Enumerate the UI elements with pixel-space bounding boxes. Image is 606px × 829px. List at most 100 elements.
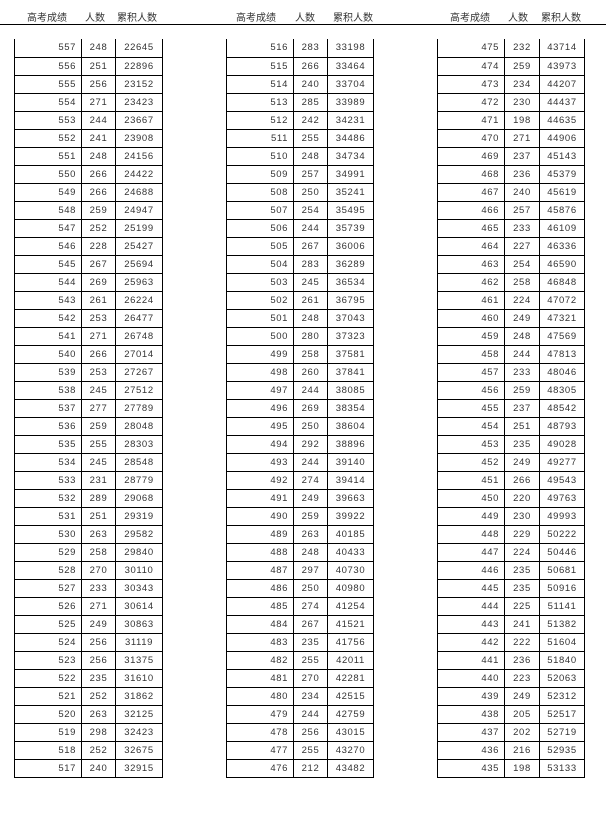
table-row: 474 259 43973 xyxy=(437,56,585,76)
cumulative-cell: 31862 xyxy=(115,686,163,706)
score-cell: 493 xyxy=(226,452,294,472)
cumulative-cell: 48793 xyxy=(539,416,585,436)
score-cell: 510 xyxy=(226,146,294,166)
score-cell: 461 xyxy=(437,290,505,310)
score-cell: 533 xyxy=(14,470,82,490)
cumulative-cell: 29840 xyxy=(115,542,163,562)
table-row: 442 222 51604 xyxy=(437,632,585,652)
score-cell: 437 xyxy=(437,722,505,742)
table-row: 462 258 46848 xyxy=(437,272,585,292)
count-cell: 244 xyxy=(293,452,328,472)
count-cell: 232 xyxy=(504,39,540,58)
score-cell: 546 xyxy=(14,236,82,256)
count-cell: 261 xyxy=(81,290,116,310)
score-cell: 435 xyxy=(437,758,505,778)
score-cell: 469 xyxy=(437,146,505,166)
table-row: 440 223 52063 xyxy=(437,668,585,688)
table-row: 466 257 45876 xyxy=(437,200,585,220)
cumulative-cell: 48542 xyxy=(539,398,585,418)
cumulative-cell: 23423 xyxy=(115,92,163,112)
table-row: 478 256 43015 xyxy=(226,722,374,742)
cumulative-cell: 34486 xyxy=(327,128,374,148)
count-cell: 263 xyxy=(81,524,116,544)
cumulative-cell: 50222 xyxy=(539,524,585,544)
cumulative-cell: 41254 xyxy=(327,596,374,616)
header-count: 人数 xyxy=(508,13,528,24)
score-cell: 555 xyxy=(14,74,82,94)
score-cell: 486 xyxy=(226,578,294,598)
count-cell: 253 xyxy=(81,308,116,328)
table-row: 458 244 47813 xyxy=(437,344,585,364)
score-cell: 470 xyxy=(437,128,505,148)
table-row: 459 248 47569 xyxy=(437,326,585,346)
count-cell: 235 xyxy=(504,578,540,598)
cumulative-cell: 22645 xyxy=(115,39,163,58)
cumulative-cell: 28303 xyxy=(115,434,163,454)
count-cell: 244 xyxy=(81,110,116,130)
table-row: 523 256 31375 xyxy=(14,650,163,670)
count-cell: 259 xyxy=(504,380,540,400)
score-cell: 440 xyxy=(437,668,505,688)
count-cell: 259 xyxy=(81,200,116,220)
cumulative-cell: 47569 xyxy=(539,326,585,346)
cumulative-cell: 38896 xyxy=(327,434,374,454)
table-row: 448 229 50222 xyxy=(437,524,585,544)
table-row: 489 263 40185 xyxy=(226,524,374,544)
count-cell: 261 xyxy=(293,290,328,310)
score-cell: 497 xyxy=(226,380,294,400)
cumulative-cell: 25963 xyxy=(115,272,163,292)
table-row: 435 198 53133 xyxy=(437,758,585,778)
score-cell: 504 xyxy=(226,254,294,274)
score-cell: 479 xyxy=(226,704,294,724)
count-cell: 216 xyxy=(504,740,540,760)
table-row: 469 237 45143 xyxy=(437,146,585,166)
cumulative-cell: 46590 xyxy=(539,254,585,274)
score-cell: 528 xyxy=(14,560,82,580)
score-cell: 496 xyxy=(226,398,294,418)
count-cell: 298 xyxy=(81,722,116,742)
cumulative-cell: 35241 xyxy=(327,182,374,202)
count-cell: 235 xyxy=(504,560,540,580)
score-cell: 508 xyxy=(226,182,294,202)
table-row: 482 255 42011 xyxy=(226,650,374,670)
table-row: 492 274 39414 xyxy=(226,470,374,490)
table-row: 504 283 36289 xyxy=(226,254,374,274)
count-cell: 234 xyxy=(293,686,328,706)
count-cell: 289 xyxy=(81,488,116,508)
count-cell: 227 xyxy=(504,236,540,256)
cumulative-cell: 43482 xyxy=(327,758,374,778)
score-cell: 554 xyxy=(14,92,82,112)
table-row: 491 249 39663 xyxy=(226,488,374,508)
table-row: 525 249 30863 xyxy=(14,614,163,634)
score-cell: 531 xyxy=(14,506,82,526)
cumulative-cell: 44437 xyxy=(539,92,585,112)
cumulative-cell: 33989 xyxy=(327,92,374,112)
header-cumulative: 累积人数 xyxy=(117,13,157,24)
count-cell: 230 xyxy=(504,92,540,112)
cumulative-cell: 46109 xyxy=(539,218,585,238)
table-row: 509 257 34991 xyxy=(226,164,374,184)
count-cell: 256 xyxy=(81,650,116,670)
count-cell: 251 xyxy=(81,506,116,526)
table-row: 550 266 24422 xyxy=(14,164,163,184)
count-cell: 255 xyxy=(293,128,328,148)
score-cell: 460 xyxy=(437,308,505,328)
count-cell: 233 xyxy=(504,362,540,382)
table-row: 521 252 31862 xyxy=(14,686,163,706)
score-cell: 536 xyxy=(14,416,82,436)
score-cell: 465 xyxy=(437,218,505,238)
score-cell: 475 xyxy=(437,39,505,58)
cumulative-cell: 27789 xyxy=(115,398,163,418)
count-cell: 251 xyxy=(504,416,540,436)
cumulative-cell: 23908 xyxy=(115,128,163,148)
table-row: 519 298 32423 xyxy=(14,722,163,742)
score-cell: 544 xyxy=(14,272,82,292)
table-row: 456 259 48305 xyxy=(437,380,585,400)
score-cell: 524 xyxy=(14,632,82,652)
score-cell: 498 xyxy=(226,362,294,382)
cumulative-cell: 39140 xyxy=(327,452,374,472)
count-cell: 244 xyxy=(504,344,540,364)
table-row: 454 251 48793 xyxy=(437,416,585,436)
count-cell: 258 xyxy=(504,272,540,292)
score-cell: 507 xyxy=(226,200,294,220)
